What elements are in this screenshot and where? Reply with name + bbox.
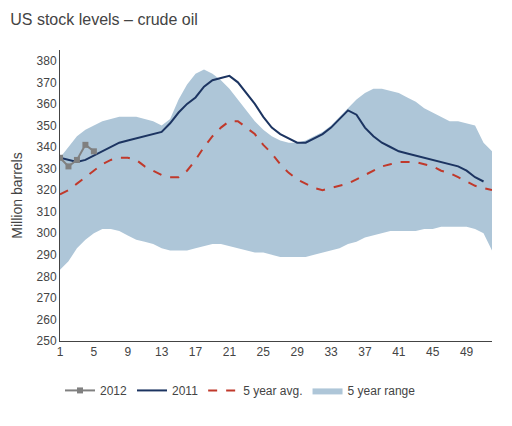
- svg-text:41: 41: [392, 345, 406, 359]
- svg-text:5 year range: 5 year range: [348, 384, 416, 398]
- svg-text:280: 280: [37, 270, 57, 284]
- svg-text:290: 290: [37, 248, 57, 262]
- svg-text:330: 330: [37, 162, 57, 176]
- svg-text:13: 13: [155, 345, 169, 359]
- svg-text:370: 370: [37, 76, 57, 90]
- svg-text:25: 25: [257, 345, 271, 359]
- svg-text:US stock levels – crude oil: US stock levels – crude oil: [10, 11, 198, 28]
- svg-text:49: 49: [460, 345, 474, 359]
- svg-text:17: 17: [189, 345, 203, 359]
- svg-text:33: 33: [324, 345, 338, 359]
- svg-text:1: 1: [57, 345, 64, 359]
- svg-text:350: 350: [37, 119, 57, 133]
- svg-text:360: 360: [37, 97, 57, 111]
- svg-text:320: 320: [37, 183, 57, 197]
- svg-text:Million barrels: Million barrels: [9, 152, 25, 238]
- svg-text:310: 310: [37, 205, 57, 219]
- svg-text:5 year avg.: 5 year avg.: [243, 384, 302, 398]
- svg-text:250: 250: [37, 334, 57, 348]
- svg-text:29: 29: [291, 345, 305, 359]
- svg-text:37: 37: [358, 345, 372, 359]
- svg-text:340: 340: [37, 140, 57, 154]
- svg-text:300: 300: [37, 226, 57, 240]
- svg-text:260: 260: [37, 313, 57, 327]
- svg-text:2012: 2012: [100, 384, 127, 398]
- svg-text:5: 5: [91, 345, 98, 359]
- svg-text:380: 380: [37, 54, 57, 68]
- svg-text:9: 9: [124, 345, 131, 359]
- svg-text:21: 21: [223, 345, 237, 359]
- svg-text:45: 45: [426, 345, 440, 359]
- svg-text:2011: 2011: [172, 384, 198, 398]
- svg-text:270: 270: [37, 291, 57, 305]
